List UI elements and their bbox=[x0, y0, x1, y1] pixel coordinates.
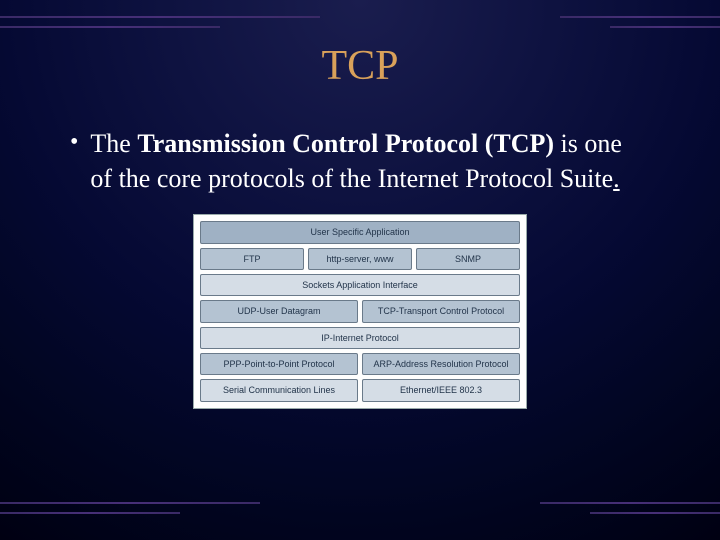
diagram-box: Sockets Application Interface bbox=[200, 274, 520, 296]
diagram-box: PPP-Point-to-Point Protocol bbox=[200, 353, 358, 375]
diagram-box: ARP-Address Resolution Protocol bbox=[362, 353, 520, 375]
diagram-row: IP-Internet Protocol bbox=[200, 327, 520, 349]
diagram-box: User Specific Application bbox=[200, 221, 520, 243]
diagram-box: TCP-Transport Control Protocol bbox=[362, 300, 520, 322]
diagram-box: Ethernet/IEEE 802.3 bbox=[362, 379, 520, 401]
bullet-bold: Transmission Control Protocol (TCP) bbox=[137, 129, 554, 158]
bullet-period: . bbox=[613, 164, 620, 193]
bullet-text: The Transmission Control Protocol (TCP) … bbox=[90, 126, 650, 196]
diagram-box: Serial Communication Lines bbox=[200, 379, 358, 401]
diagram-row: FTPhttp-server, wwwSNMP bbox=[200, 248, 520, 270]
diagram-row: Serial Communication LinesEthernet/IEEE … bbox=[200, 379, 520, 401]
bullet-item: • The Transmission Control Protocol (TCP… bbox=[70, 126, 650, 196]
diagram-box: http-server, www bbox=[308, 248, 412, 270]
diagram-box: IP-Internet Protocol bbox=[200, 327, 520, 349]
diagram-row: PPP-Point-to-Point ProtocolARP-Address R… bbox=[200, 353, 520, 375]
slide: TCP • The Transmission Control Protocol … bbox=[0, 0, 720, 540]
diagram-box: FTP bbox=[200, 248, 304, 270]
bullet-dot: • bbox=[70, 126, 78, 158]
protocol-stack-diagram: User Specific Application FTPhttp-server,… bbox=[193, 214, 527, 408]
bullet-prefix: The bbox=[90, 129, 137, 158]
diagram-row: UDP-User DatagramTCP-Transport Control P… bbox=[200, 300, 520, 322]
diagram-box: UDP-User Datagram bbox=[200, 300, 358, 322]
slide-title: TCP bbox=[50, 42, 670, 90]
diagram-row: Sockets Application Interface bbox=[200, 274, 520, 296]
diagram-row: User Specific Application bbox=[200, 221, 520, 243]
diagram-box: SNMP bbox=[416, 248, 520, 270]
